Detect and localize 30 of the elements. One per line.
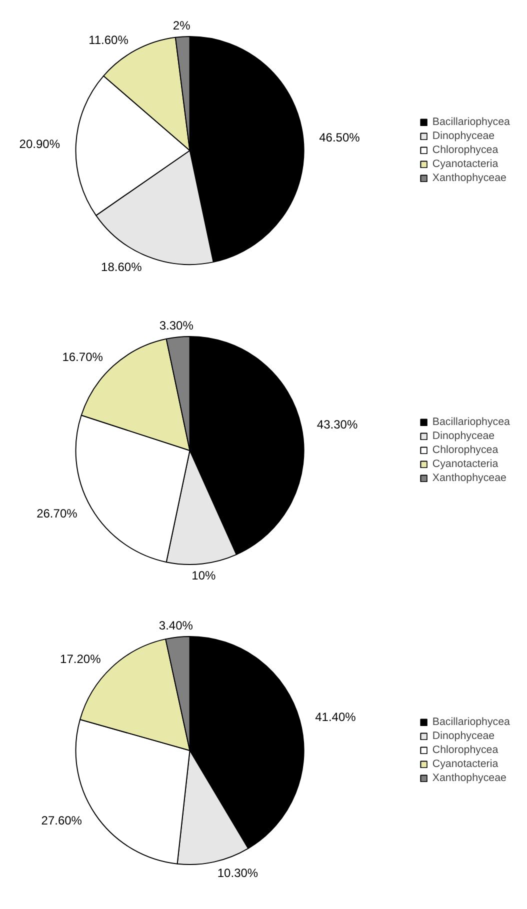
data-label: 11.60%	[88, 32, 129, 47]
legend-label: Bacillariophycea	[432, 716, 510, 728]
data-label: 2%	[172, 18, 191, 32]
legend-label: Bacillariophycea	[432, 416, 510, 428]
data-label: 27.60%	[41, 814, 82, 828]
legend-label: Dinophyceae	[432, 130, 495, 142]
data-label: 41.40%	[315, 710, 356, 724]
data-label: 3.40%	[158, 618, 194, 633]
data-label: 16.70%	[62, 350, 104, 364]
data-label: 46.50%	[319, 130, 360, 144]
legend-label: Cyanotacteria	[432, 458, 498, 470]
legend-label: Chlorophycea	[432, 444, 498, 456]
data-label: 10.30%	[217, 866, 258, 880]
legend-label: Bacillariophycea	[432, 116, 510, 128]
legend-label: Dinophyceae	[432, 730, 495, 742]
data-label: 26.70%	[36, 506, 78, 520]
data-label: 3.30%	[159, 318, 194, 333]
data-label: 10%	[192, 568, 216, 582]
data-label: 43.30%	[316, 417, 358, 432]
legend-label: Chlorophycea	[432, 744, 498, 756]
data-label: 18.60%	[101, 260, 142, 274]
legend-label: Xanthophyceae	[432, 172, 506, 184]
legend-label: Cyanotacteria	[432, 158, 498, 170]
data-label: 17.20%	[60, 652, 102, 666]
legend-label: Xanthophyceae	[432, 772, 506, 784]
legend-label: Cyanotacteria	[432, 758, 498, 770]
legend-label: Chlorophycea	[432, 144, 498, 156]
legend-label: Dinophyceae	[432, 430, 495, 442]
data-label: 20.90%	[19, 136, 60, 151]
legend-label: Xanthophyceae	[432, 472, 506, 484]
